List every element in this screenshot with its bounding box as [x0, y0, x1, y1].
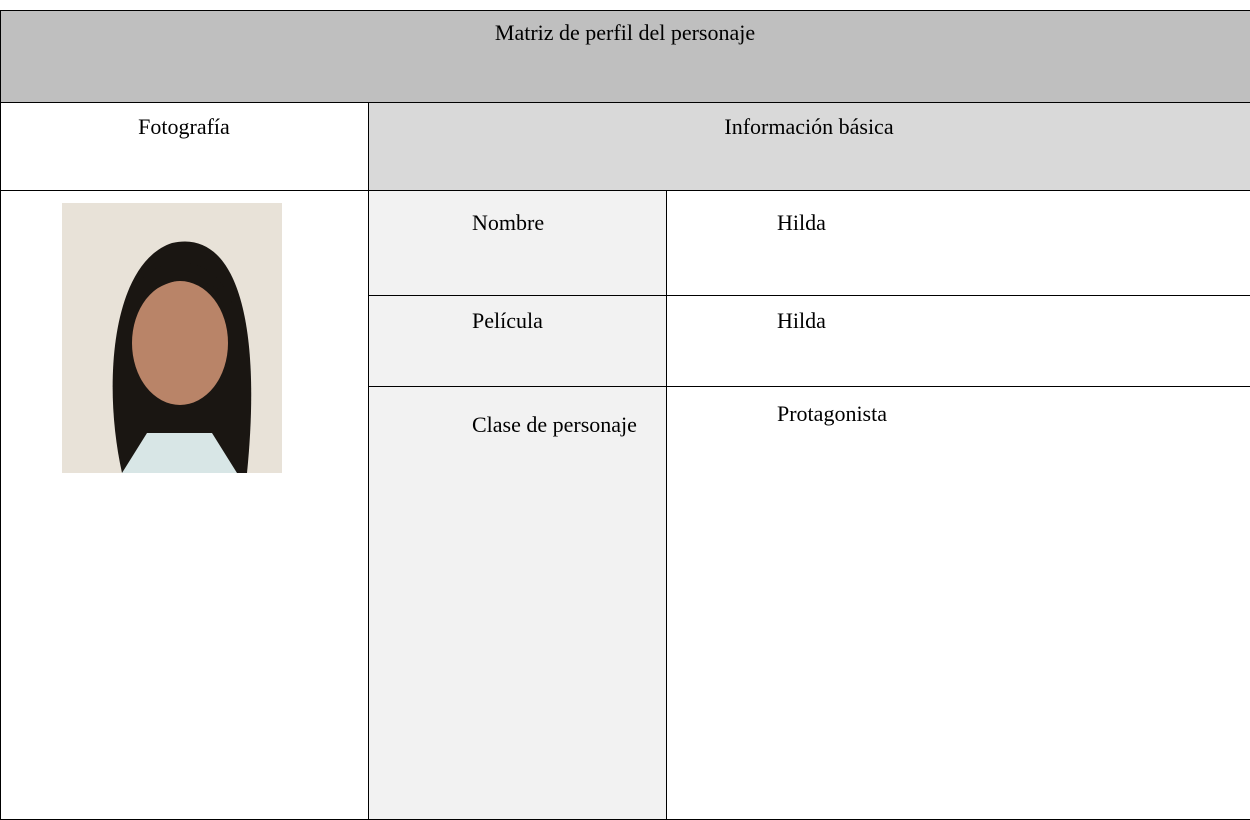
header-cell [0, 102, 369, 191]
row-label: Clase de personaje [472, 412, 637, 437]
row-value: Hilda [777, 210, 826, 235]
row-label: Nombre [472, 210, 545, 235]
label-cell [368, 190, 667, 296]
column-header: Información básica [724, 114, 894, 139]
title-row [0, 10, 1250, 103]
photo [62, 203, 282, 473]
label-cell [368, 386, 667, 820]
value-cell [666, 386, 1250, 820]
row-value: Hilda [777, 308, 826, 333]
row-label: Película [472, 308, 543, 333]
column-header: Fotografía [138, 114, 230, 139]
row-value: Protagonista [777, 401, 887, 426]
table-title: Matriz de perfil del personaje [494, 20, 756, 45]
value-cell [666, 190, 1250, 296]
value-cell [666, 295, 1250, 387]
label-cell [368, 295, 667, 387]
header-cell [368, 102, 1250, 191]
